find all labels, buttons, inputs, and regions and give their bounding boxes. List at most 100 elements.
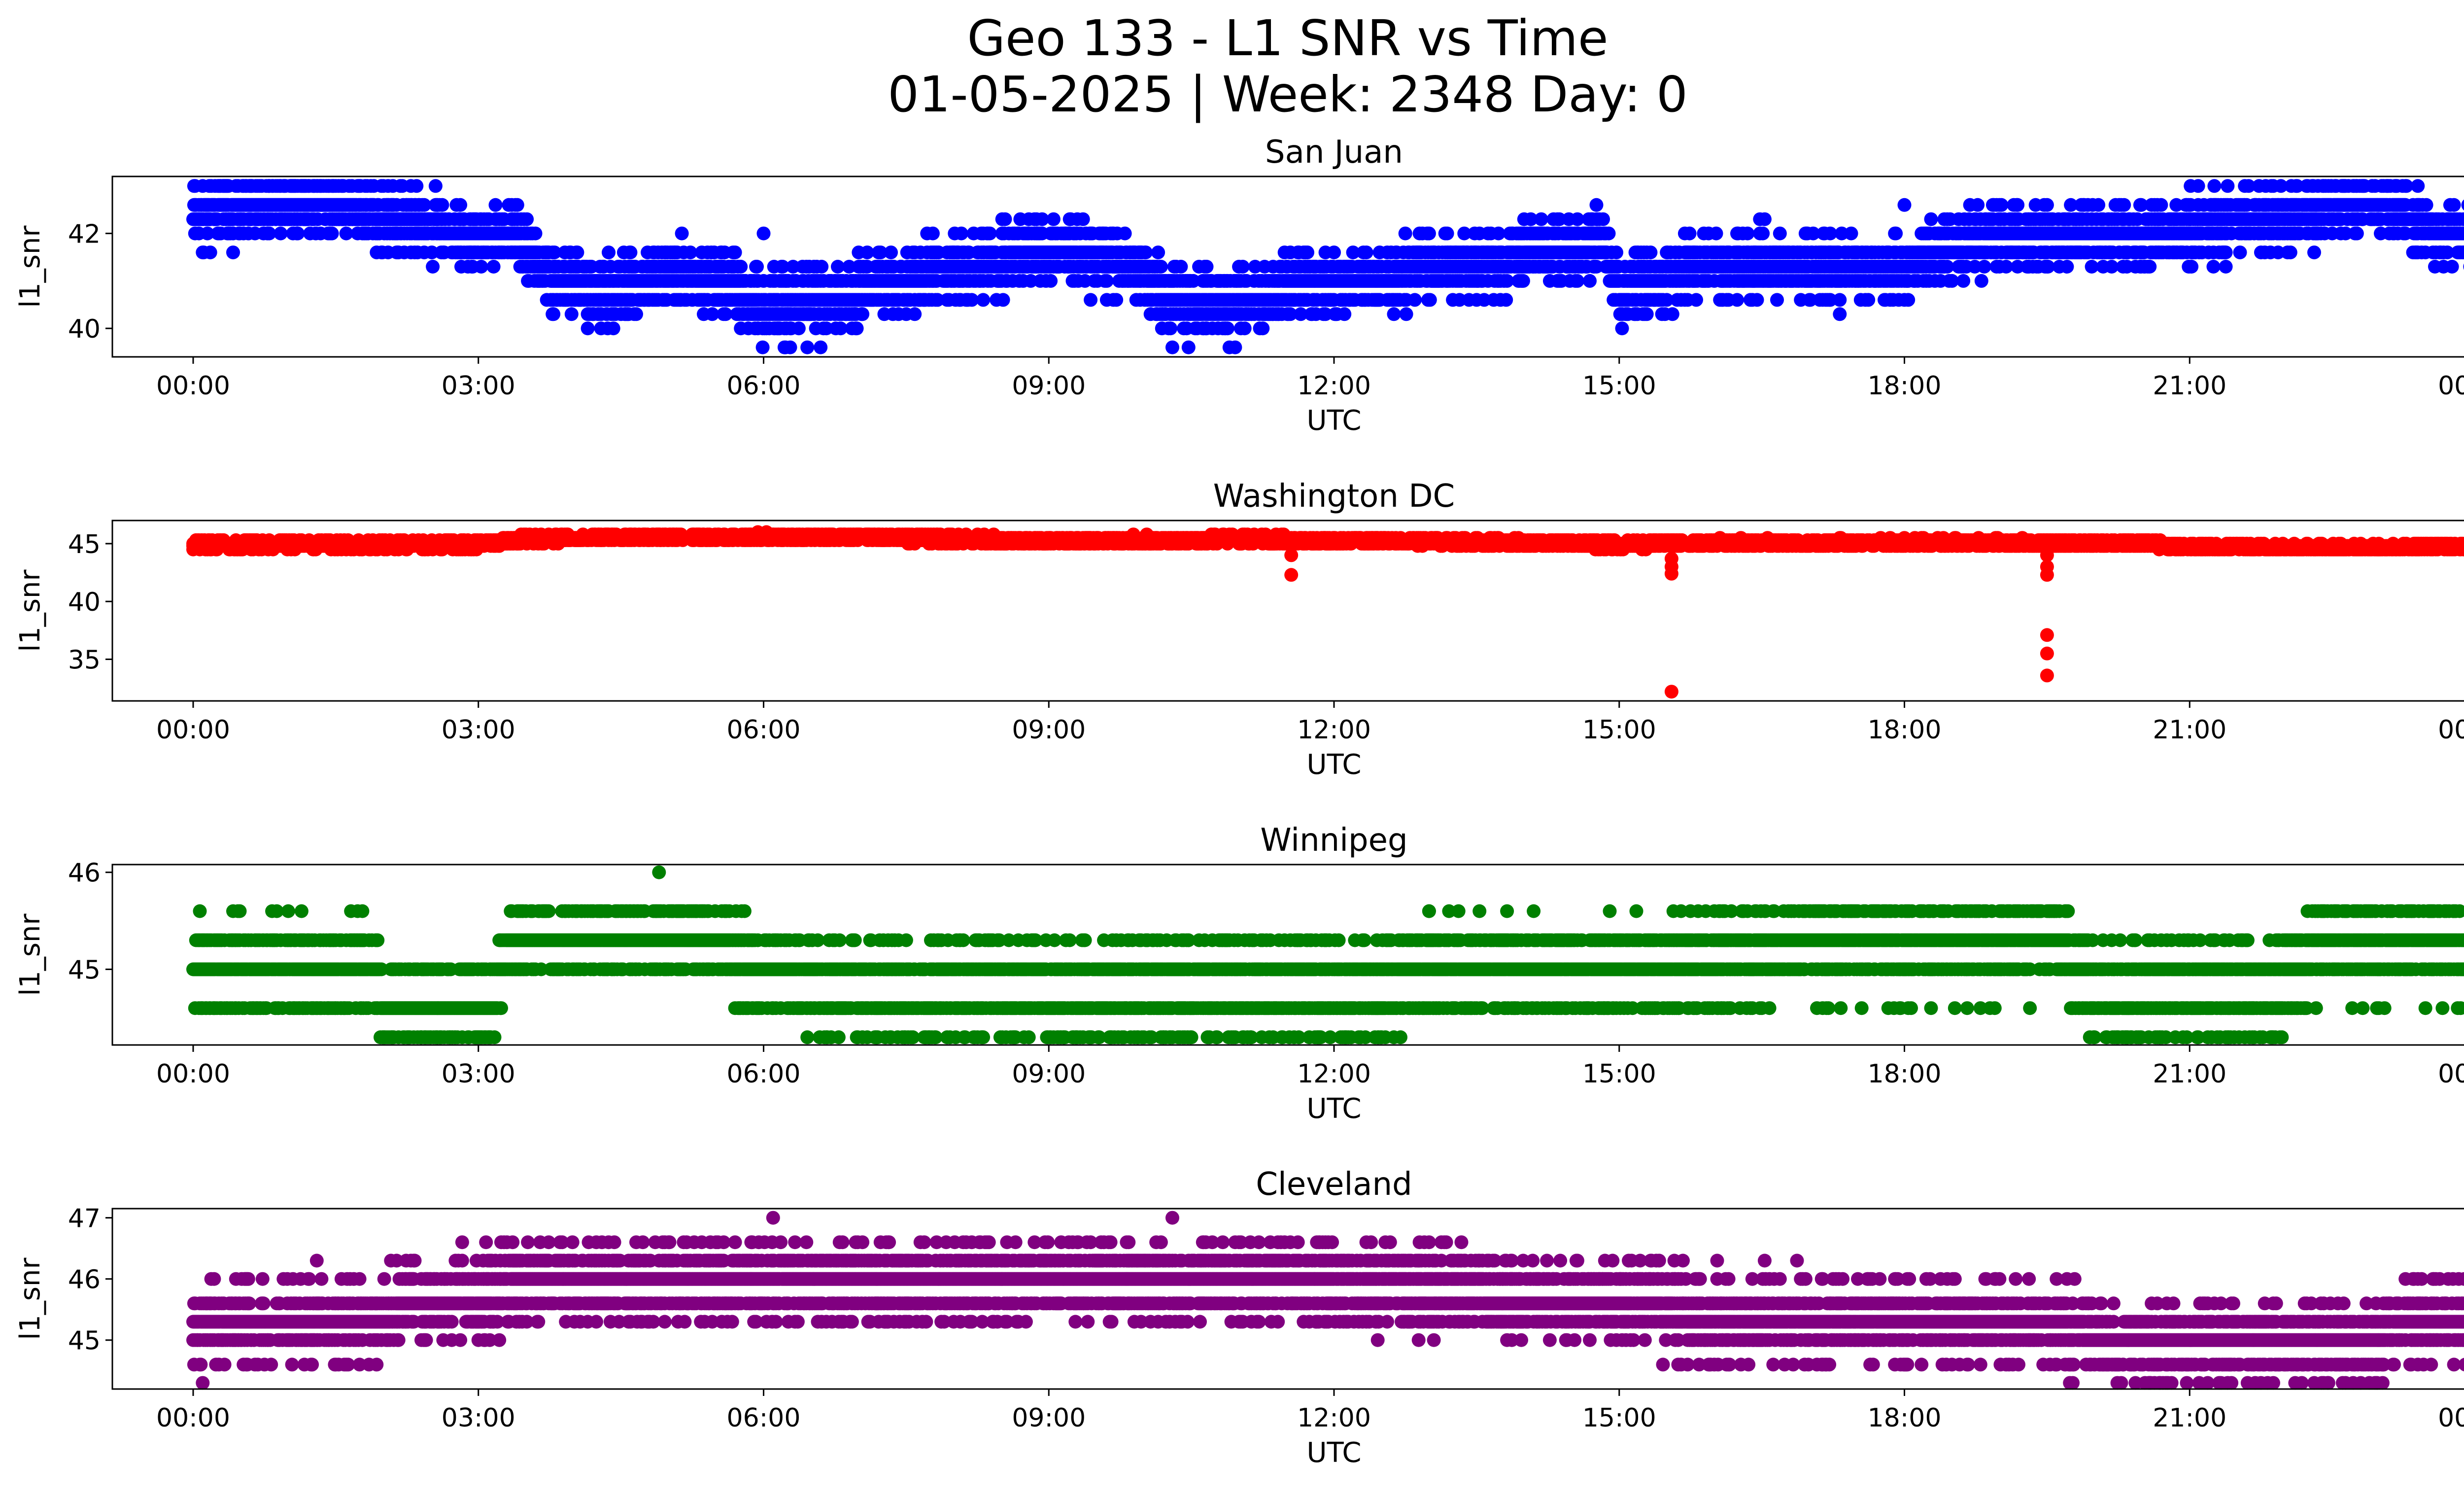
data-point	[426, 260, 440, 274]
data-point	[755, 340, 770, 354]
data-point	[1118, 226, 1132, 241]
data-point	[203, 245, 217, 260]
data-point	[2185, 260, 2199, 274]
data-point	[2117, 198, 2131, 212]
data-point	[1640, 307, 1654, 321]
data-point	[1977, 260, 1991, 274]
data-point	[2143, 260, 2157, 274]
data-point	[1387, 307, 1401, 321]
data-point	[2091, 198, 2106, 212]
data-point	[1046, 212, 1061, 226]
data-point	[2154, 198, 2168, 212]
data-point	[339, 226, 353, 241]
data-point	[1665, 307, 1679, 321]
data-point	[1833, 293, 1847, 307]
data-point	[884, 245, 898, 260]
data-point	[996, 293, 1010, 307]
data-point	[453, 198, 468, 212]
data-point	[425, 245, 439, 260]
data-point	[2350, 226, 2364, 241]
data-point	[474, 260, 488, 274]
data-point	[1076, 212, 1090, 226]
data-point	[1398, 226, 1412, 241]
data-point	[1235, 260, 1250, 274]
data-point	[954, 226, 968, 241]
data-point	[1844, 226, 1858, 241]
data-point	[750, 260, 764, 274]
data-point	[800, 340, 815, 354]
data-point	[983, 226, 997, 241]
data-point	[581, 321, 595, 336]
data-point	[623, 245, 638, 260]
data-point	[1499, 293, 1513, 307]
data-point	[1199, 260, 1214, 274]
data-point	[2011, 198, 2025, 212]
data-point	[1689, 293, 1703, 307]
data-point	[428, 179, 443, 193]
data-point	[417, 198, 431, 212]
data-point	[1534, 212, 1548, 226]
data-point	[1971, 198, 1985, 212]
data-point	[1756, 226, 1770, 241]
data-point	[1174, 260, 1188, 274]
data-point	[1615, 321, 1629, 336]
data-point	[1423, 293, 1437, 307]
data-point	[200, 226, 214, 241]
panel-title: San Juan	[1265, 134, 1403, 171]
data-point	[2060, 260, 2074, 274]
data-point	[1833, 307, 1847, 321]
data-point	[976, 293, 991, 307]
data-point	[1327, 245, 1341, 260]
data-point	[1139, 245, 1153, 260]
data-point	[325, 226, 339, 241]
data-point	[1709, 226, 1723, 241]
data-point	[564, 307, 579, 321]
data-point	[606, 321, 620, 336]
data-point	[2207, 179, 2222, 193]
data-point	[2283, 245, 2297, 260]
data-point	[1440, 226, 1454, 241]
data-point	[1337, 307, 1352, 321]
data-point	[1757, 212, 1772, 226]
data-point	[1730, 293, 1744, 307]
chart-title-line2: 01-05-2025 | Week: 2348 Day: 0	[888, 66, 1687, 123]
data-point	[1609, 245, 1623, 260]
data-point	[1901, 293, 1916, 307]
data-point	[274, 226, 288, 241]
data-point	[791, 321, 806, 336]
data-point	[510, 198, 524, 212]
data-point	[1889, 226, 1903, 241]
data-series	[186, 179, 2464, 354]
data-point	[1164, 321, 1178, 336]
data-point	[2219, 245, 2233, 260]
data-point	[1237, 321, 1252, 336]
data-point	[1741, 226, 1755, 241]
data-point	[1596, 212, 1610, 226]
data-point	[570, 245, 584, 260]
data-point	[908, 307, 922, 321]
data-point	[1256, 321, 1270, 336]
data-point	[2191, 179, 2205, 193]
data-point	[1408, 293, 1422, 307]
data-point	[1570, 274, 1584, 288]
data-point	[1044, 274, 1058, 288]
data-point	[1682, 226, 1697, 241]
data-point	[1583, 274, 1597, 288]
data-point	[1602, 226, 1616, 241]
data-point	[1589, 198, 1604, 212]
data-point	[291, 226, 305, 241]
data-point	[410, 179, 424, 193]
data-point	[1861, 293, 1876, 307]
data-point	[2307, 245, 2321, 260]
data-point	[998, 212, 1012, 226]
data-point	[1099, 274, 1114, 288]
data-point	[2233, 245, 2247, 260]
data-point	[262, 226, 276, 241]
data-point	[925, 226, 940, 241]
data-point	[1643, 245, 1658, 260]
data-point	[602, 245, 616, 260]
data-point	[1773, 226, 1787, 241]
data-point	[1300, 245, 1314, 260]
data-point	[1084, 293, 1098, 307]
